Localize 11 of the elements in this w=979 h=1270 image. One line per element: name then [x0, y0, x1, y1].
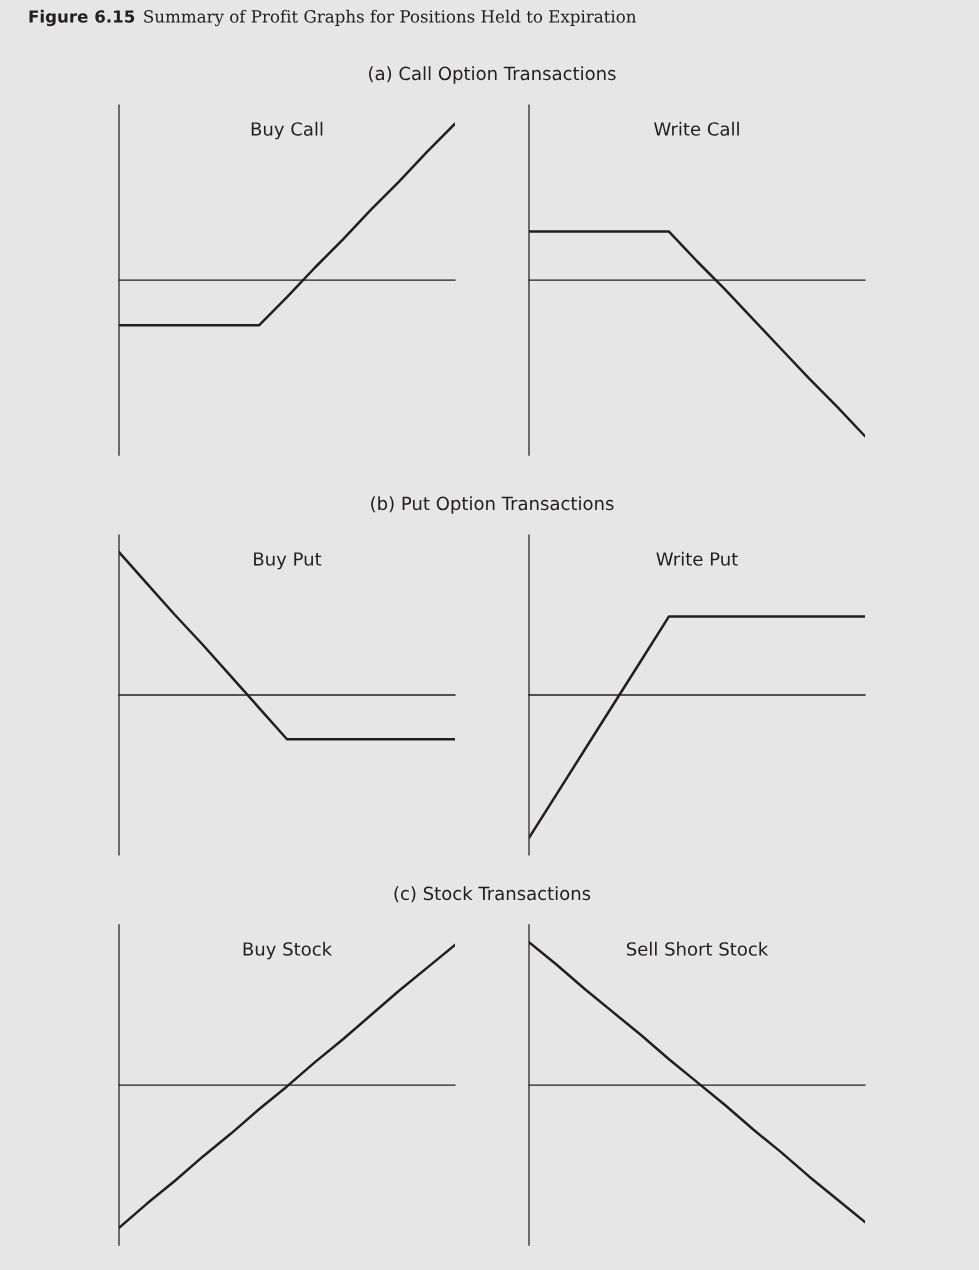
chart-title: Buy Put	[254, 552, 322, 570]
chart-title: Buy Stock	[243, 941, 333, 960]
chart-title: Buy Call	[251, 121, 323, 140]
text: (c) Stock Transactions	[394, 886, 591, 903]
chart-title: Write Call	[654, 121, 739, 136]
chart-title: Write Put	[656, 551, 738, 566]
chart-title: Sell Short Stock	[626, 941, 769, 956]
caption: Figure 6.15	[29, 9, 135, 27]
text: (b) Put Option Transactions	[371, 496, 614, 514]
text: Summary of Profit Graphs for Positions Held to Expiration	[144, 9, 637, 27]
text: (a) Call Option Transactions	[369, 66, 616, 84]
